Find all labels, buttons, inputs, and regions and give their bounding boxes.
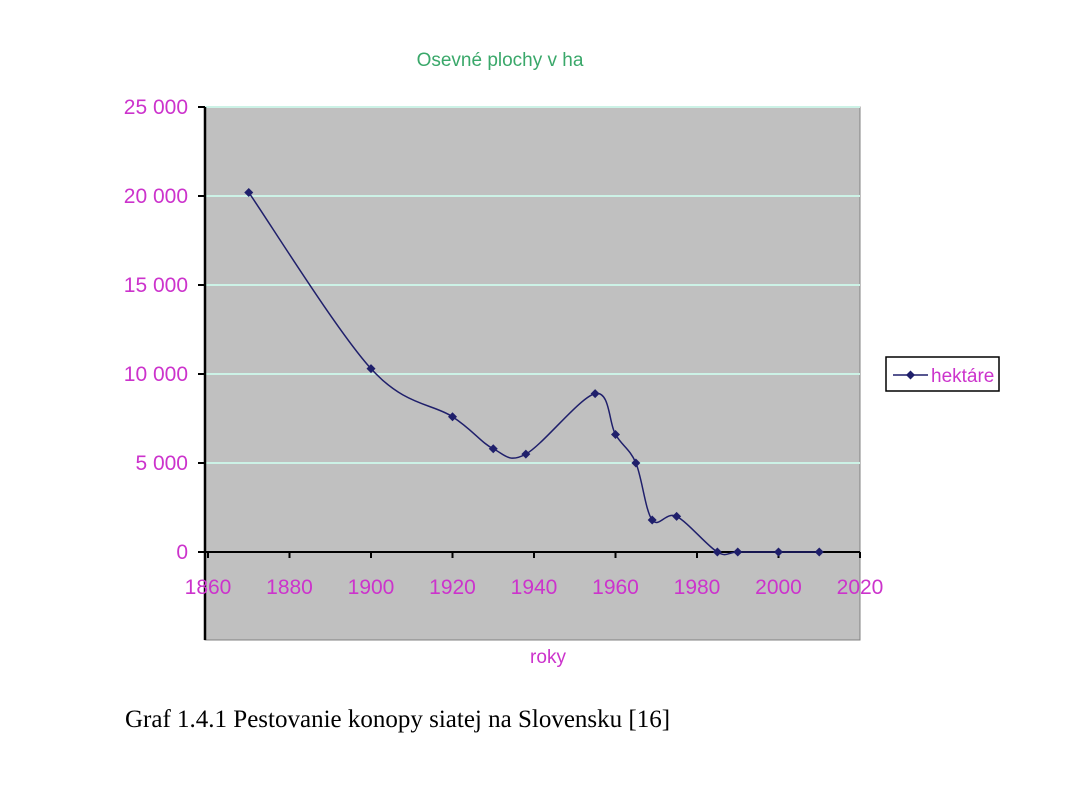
data-point xyxy=(733,547,743,557)
data-point xyxy=(774,547,783,557)
data-point xyxy=(521,449,531,459)
x-tick-label: 1880 xyxy=(266,576,313,599)
figure-caption: Graf 1.4.1 Pestovanie konopy siatej na S… xyxy=(125,706,671,733)
x-tick-label: 2020 xyxy=(837,576,884,599)
data-point xyxy=(631,458,641,468)
data-point xyxy=(244,187,254,197)
x-tick-label: 1960 xyxy=(592,576,639,599)
x-tick-label: 2000 xyxy=(755,576,802,599)
legend: hektáre xyxy=(885,356,1000,392)
y-tick-label: 20 000 xyxy=(124,185,188,208)
data-point xyxy=(488,444,498,454)
x-tick-label: 1900 xyxy=(348,576,395,599)
x-tick-label: 1940 xyxy=(511,576,558,599)
data-point xyxy=(611,430,620,440)
y-tick-label: 0 xyxy=(176,541,188,564)
x-axis-ticks: 1860 1880 1900 1920 1940 1960 1980 2000 2020 xyxy=(185,552,884,599)
grid-lines xyxy=(205,106,860,464)
legend-label: hektáre xyxy=(931,366,994,387)
y-tick-label: 15 000 xyxy=(124,274,188,297)
legend-marker xyxy=(906,370,915,380)
y-tick-label: 5 000 xyxy=(135,452,188,475)
data-point xyxy=(366,364,376,374)
y-tick-label: 10 000 xyxy=(124,363,188,386)
x-tick-label: 1920 xyxy=(429,576,476,599)
x-tick-label: 1860 xyxy=(185,576,232,599)
data-point xyxy=(712,547,722,557)
data-point xyxy=(672,511,682,521)
x-tick-label: 1980 xyxy=(674,576,721,599)
data-point xyxy=(814,547,824,557)
y-tick-label: 25 000 xyxy=(124,96,188,119)
x-axis-label: roky xyxy=(530,647,566,668)
data-point xyxy=(448,412,457,422)
legend-box xyxy=(885,356,1000,392)
data-point xyxy=(590,389,600,399)
y-axis-ticks: 0 5 000 10 000 15 000 20 000 25 000 xyxy=(124,96,205,564)
chart-title: Osevné plochy v ha xyxy=(417,50,584,71)
data-point xyxy=(647,515,657,525)
series-hektare xyxy=(244,187,824,557)
